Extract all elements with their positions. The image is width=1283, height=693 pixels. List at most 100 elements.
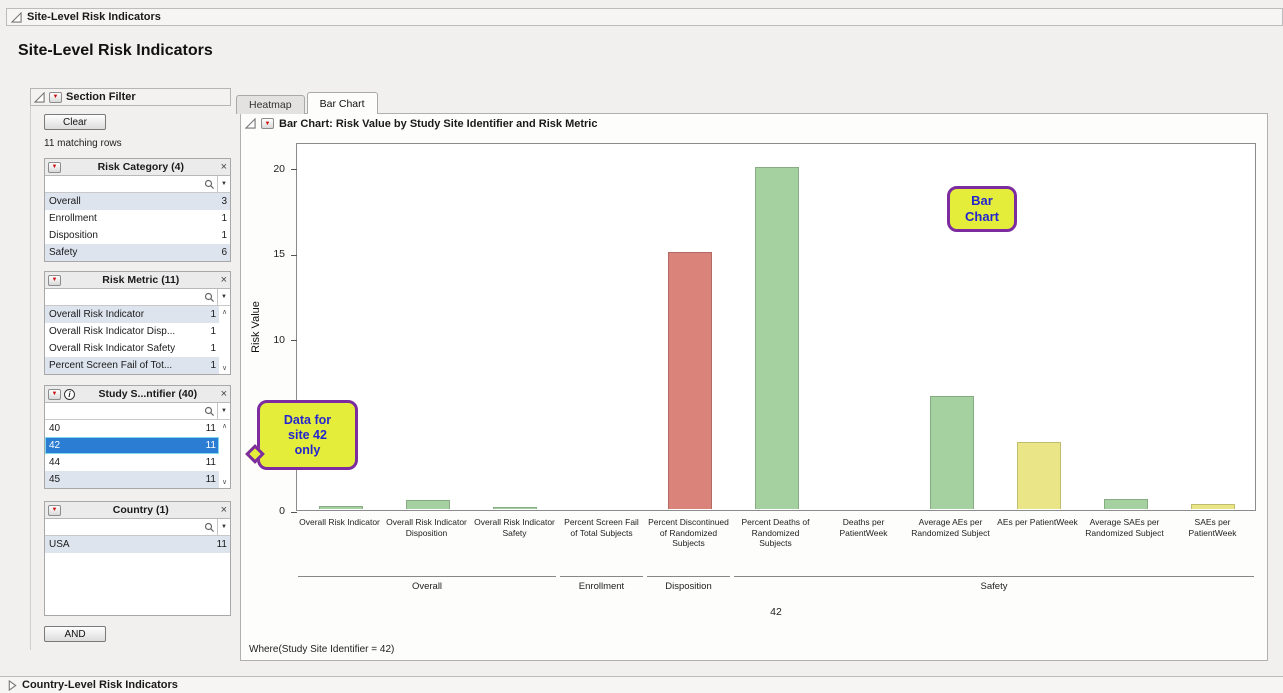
filter-group-study-site-identifier: ▼ i Study S...ntifier (40) × ▼ 40 11 42 11 4… bbox=[44, 385, 231, 489]
filter-group-country: ▼ Country (1) × ▼ USA 11 bbox=[44, 501, 231, 616]
study-site-search-input[interactable] bbox=[47, 404, 202, 418]
bar-8[interactable] bbox=[930, 396, 974, 509]
filter-item[interactable]: Overall 3 bbox=[45, 193, 230, 210]
filter-item-label: 44 bbox=[49, 457, 61, 468]
red-triangle-menu-icon[interactable]: ▼ bbox=[48, 388, 61, 400]
filter-item-label: Overall bbox=[49, 196, 81, 207]
filter-item[interactable]: Overall Risk Indicator 1 bbox=[45, 306, 219, 323]
filter-item-label: 40 bbox=[49, 423, 61, 434]
bar-9[interactable] bbox=[1017, 442, 1061, 509]
red-triangle-menu-icon[interactable]: ▼ bbox=[48, 274, 61, 286]
filter-search-bar: ▼ bbox=[45, 519, 230, 536]
filter-item-count: 1 bbox=[210, 326, 216, 337]
x-axis-category-labels: Overall Risk Indicator Overall Risk Indic… bbox=[296, 514, 1256, 574]
filter-search-bar: ▼ bbox=[45, 176, 230, 193]
filter-group-header: ▼ Risk Category (4) × bbox=[45, 159, 230, 176]
dropdown-arrow-icon[interactable]: ▼ bbox=[217, 289, 230, 305]
filter-item-label: Disposition bbox=[49, 230, 98, 241]
bar-5[interactable] bbox=[668, 252, 712, 509]
filter-group-title: Risk Category (4) bbox=[97, 161, 184, 173]
dropdown-arrow-icon[interactable]: ▼ bbox=[217, 403, 230, 419]
y-tick-label: 10 bbox=[273, 333, 285, 346]
scroll-up-icon[interactable]: ∧ bbox=[221, 423, 228, 430]
bar-11[interactable] bbox=[1191, 504, 1235, 509]
close-icon[interactable]: × bbox=[220, 273, 227, 286]
x-category-label: Percent Discontinued of Randomized Subje… bbox=[648, 517, 729, 548]
filter-item[interactable]: 42 11 bbox=[45, 437, 219, 454]
filter-item[interactable]: 44 11 bbox=[45, 454, 219, 471]
disclosure-closed-icon[interactable] bbox=[8, 679, 17, 691]
where-clause: Where(Study Site Identifier = 42) bbox=[249, 644, 395, 655]
filter-value-list: Overall 3 Enrollment 1 Disposition 1 Safety 6 bbox=[45, 193, 230, 261]
close-icon[interactable]: × bbox=[220, 160, 227, 173]
filter-item[interactable]: Enrollment 1 bbox=[45, 210, 230, 227]
filter-item[interactable]: Overall Risk Indicator Safety 1 bbox=[45, 340, 219, 357]
scroll-down-icon[interactable]: ∨ bbox=[221, 479, 228, 486]
bar-3[interactable] bbox=[493, 507, 537, 509]
scroll-up-icon[interactable]: ∧ bbox=[221, 309, 228, 316]
filter-value-list: Overall Risk Indicator 1 Overall Risk Indi… bbox=[45, 306, 219, 374]
filter-group-header: ▼ Country (1) × bbox=[45, 502, 230, 519]
x-category-label: Overall Risk Indicator Safety bbox=[474, 517, 555, 538]
filter-item[interactable]: Percent Screen Fail of Tot... 1 bbox=[45, 357, 219, 374]
filter-item-count: 11 bbox=[205, 474, 216, 485]
red-triangle-menu-icon[interactable]: ▼ bbox=[49, 91, 62, 103]
dropdown-arrow-icon[interactable]: ▼ bbox=[217, 176, 230, 192]
close-icon[interactable]: × bbox=[220, 503, 227, 516]
section-filter-body: Clear 11 matching rows ▼ Risk Category (… bbox=[30, 106, 231, 650]
tab-heatmap[interactable]: Heatmap bbox=[236, 95, 305, 114]
filter-item[interactable]: 45 11 bbox=[45, 471, 219, 488]
bar-1[interactable] bbox=[319, 506, 363, 509]
scroll-down-icon[interactable]: ∨ bbox=[221, 365, 228, 372]
section-filter-title: Section Filter bbox=[66, 91, 136, 103]
filter-item-count: 1 bbox=[221, 213, 227, 224]
x-category-label: Deaths per PatientWeek bbox=[839, 517, 888, 538]
close-icon[interactable]: × bbox=[220, 387, 227, 400]
filter-group-header: ▼ i Study S...ntifier (40) × bbox=[45, 386, 230, 403]
disclosure-open-icon[interactable] bbox=[11, 11, 22, 23]
filter-item[interactable]: Disposition 1 bbox=[45, 227, 230, 244]
group-label: Disposition bbox=[665, 581, 712, 592]
filter-search-bar: ▼ bbox=[45, 289, 230, 306]
filter-search-bar: ▼ bbox=[45, 403, 230, 420]
filter-item-label: Percent Screen Fail of Tot... bbox=[49, 360, 173, 371]
x-category-label: Overall Risk Indicator bbox=[299, 517, 380, 527]
x-category-label: Percent Deaths of Randomized Subjects bbox=[741, 517, 810, 548]
disclosure-open-icon[interactable] bbox=[245, 118, 256, 129]
y-tick-label: 0 bbox=[279, 505, 285, 517]
bar-chart-outline-header[interactable]: ▼ Bar Chart: Risk Value by Study Site Id… bbox=[241, 114, 1267, 133]
and-button[interactable]: AND bbox=[44, 626, 106, 642]
risk-metric-search-input[interactable] bbox=[47, 290, 202, 304]
section-filter-header[interactable]: ▼ Section Filter bbox=[30, 88, 231, 106]
country-search-input[interactable] bbox=[47, 520, 202, 534]
list-scrollbar[interactable]: ∧ ∨ bbox=[219, 420, 230, 488]
red-triangle-menu-icon[interactable]: ▼ bbox=[48, 504, 61, 516]
filter-item[interactable]: Safety 6 bbox=[45, 244, 230, 261]
group-axis-segment: Enrollment bbox=[560, 576, 643, 592]
tab-bar-chart[interactable]: Bar Chart bbox=[306, 92, 378, 114]
filter-value-list: 40 11 42 11 44 11 45 11 bbox=[45, 420, 219, 488]
x-category-label: SAEs per PatientWeek bbox=[1188, 517, 1237, 538]
y-tick-mark bbox=[291, 340, 297, 342]
filter-group-risk-metric: ▼ Risk Metric (11) × ▼ Overall Risk Indi… bbox=[44, 271, 231, 375]
filter-item[interactable]: 40 11 bbox=[45, 420, 219, 437]
bar-10[interactable] bbox=[1104, 499, 1148, 509]
bar-chart-title: Bar Chart: Risk Value by Study Site Iden… bbox=[279, 117, 598, 130]
bar-2[interactable] bbox=[406, 500, 450, 509]
red-triangle-menu-icon[interactable]: ▼ bbox=[261, 118, 274, 129]
x-category-label: Percent Screen Fail of Total Subjects bbox=[564, 517, 639, 538]
filter-group-title: Risk Metric (11) bbox=[102, 274, 180, 286]
red-triangle-menu-icon[interactable]: ▼ bbox=[48, 161, 61, 173]
disclosure-open-icon[interactable] bbox=[34, 91, 45, 103]
callout-line: Chart bbox=[965, 209, 999, 224]
clear-button[interactable]: Clear bbox=[44, 114, 106, 130]
top-outline-bar[interactable]: Site-Level Risk Indicators bbox=[6, 8, 1283, 26]
list-scrollbar[interactable]: ∧ ∨ bbox=[219, 306, 230, 374]
bar-6[interactable] bbox=[755, 167, 799, 509]
country-level-outline-bar[interactable]: Country-Level Risk Indicators bbox=[0, 676, 1283, 693]
filter-item[interactable]: Overall Risk Indicator Disp... 1 bbox=[45, 323, 219, 340]
filter-item-count: 1 bbox=[221, 230, 227, 241]
filter-item[interactable]: USA 11 bbox=[45, 536, 230, 553]
dropdown-arrow-icon[interactable]: ▼ bbox=[217, 519, 230, 535]
risk-category-search-input[interactable] bbox=[47, 177, 202, 191]
